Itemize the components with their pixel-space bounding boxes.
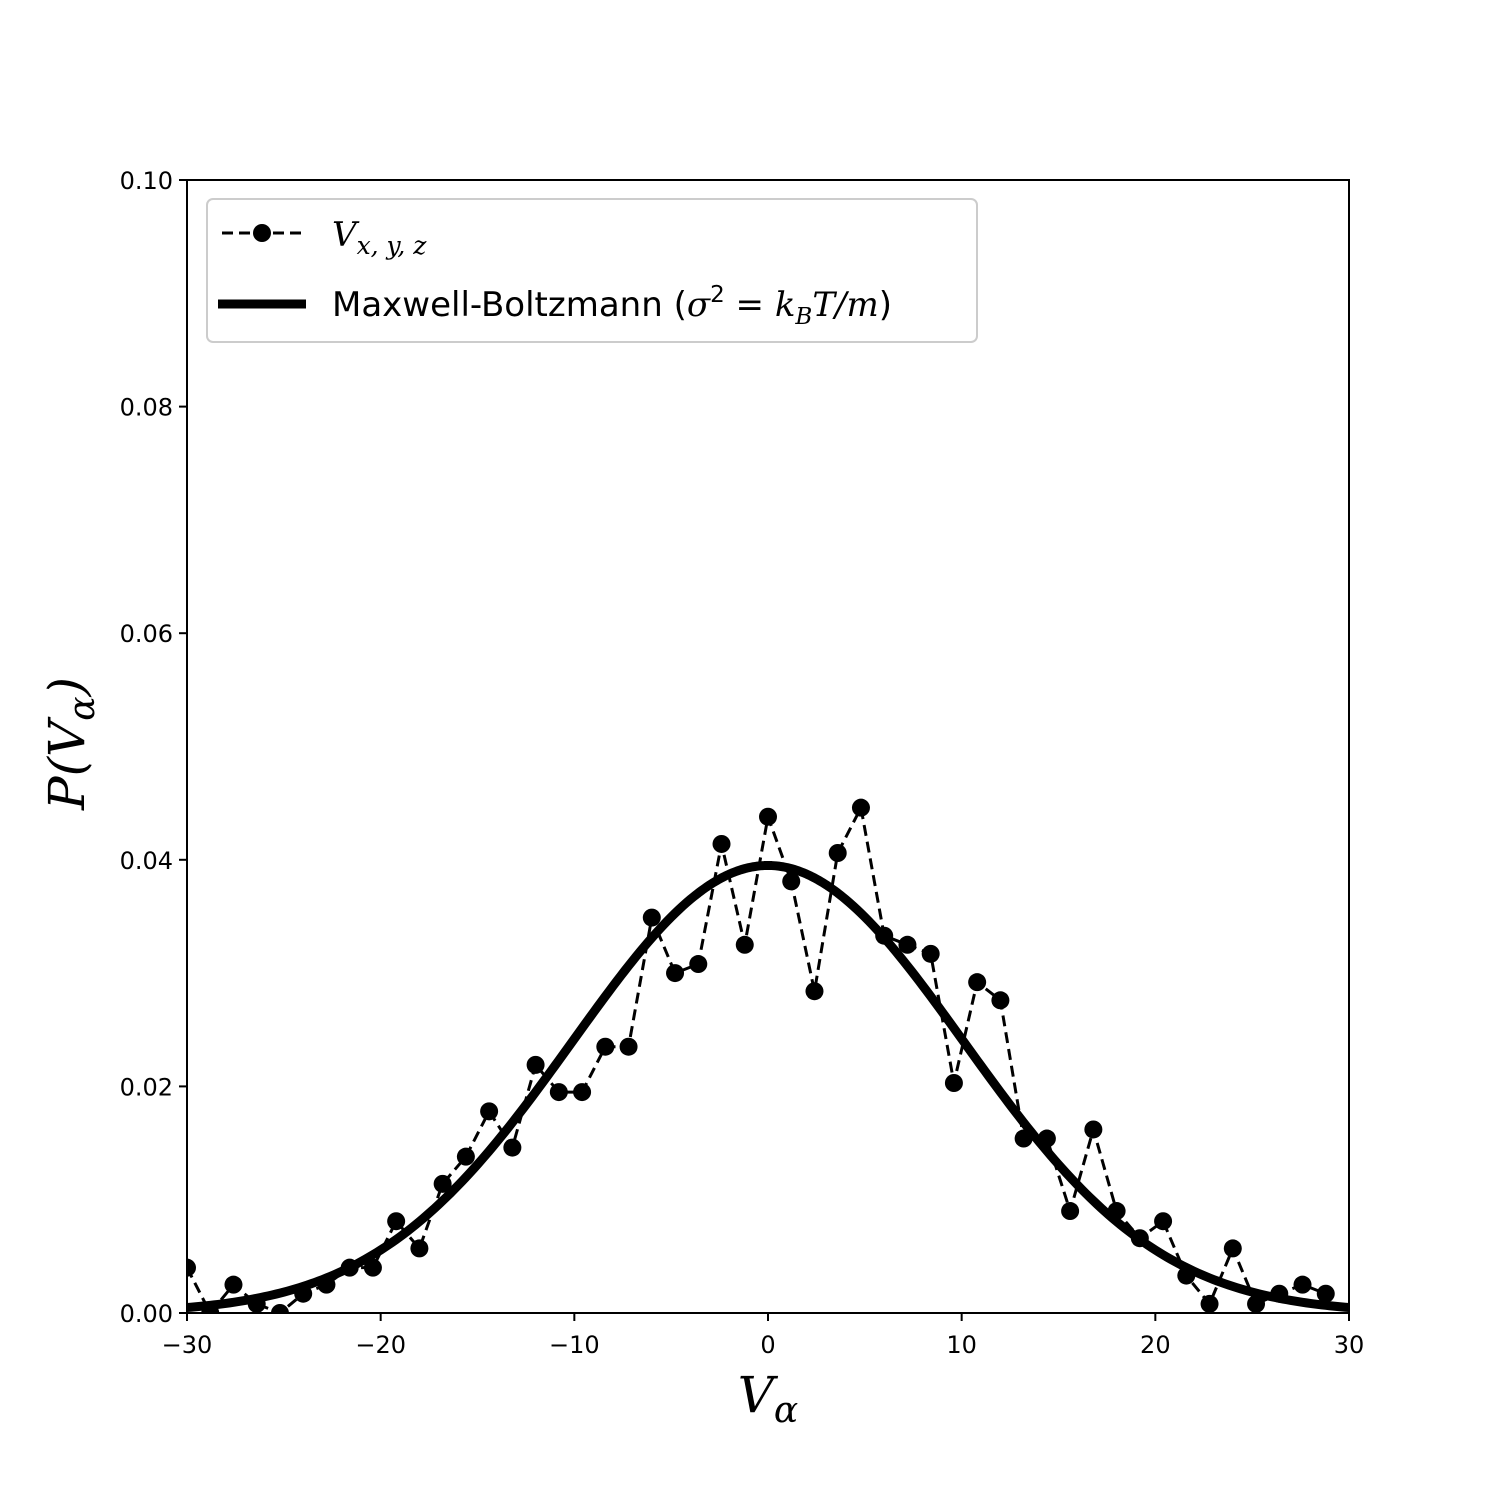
series-vxyz-point: [387, 1212, 406, 1231]
series-vxyz-point: [340, 1258, 359, 1277]
legend-label-fit-close: ): [879, 285, 892, 325]
series-vxyz-point: [317, 1275, 336, 1294]
series-vxyz-point: [1154, 1212, 1173, 1231]
series-vxyz-point: [968, 973, 987, 992]
series-vxyz-point: [549, 1083, 568, 1102]
series-vxyz-point: [689, 955, 708, 974]
y-tick-label: 0.10: [120, 167, 173, 195]
series-vxyz-point: [526, 1055, 545, 1074]
series-vxyz-point: [782, 872, 801, 891]
series-vxyz-point: [410, 1239, 429, 1258]
series-vxyz-point: [921, 944, 940, 963]
x-axis-label: Vα: [738, 1366, 798, 1431]
legend-label-fit-ksub: B: [794, 304, 812, 330]
series-vxyz-point: [503, 1138, 522, 1157]
x-tick-label: 30: [1334, 1331, 1365, 1359]
series-vxyz-point: [805, 982, 824, 1001]
series-vxyz-point: [596, 1037, 615, 1056]
series-vxyz-point: [1270, 1284, 1289, 1303]
legend-swatch-data-marker: [253, 224, 271, 242]
plot-area: [187, 798, 1349, 1313]
legend-label-fit-k: k: [775, 285, 796, 325]
series-vxyz-point: [1061, 1202, 1080, 1221]
series-vxyz-point: [294, 1284, 313, 1303]
x-axis-label-sub: α: [774, 1390, 798, 1431]
series-vxyz-point: [1014, 1129, 1033, 1148]
legend: Vx, y, z Maxwell-Boltzmann (σ2 = kBT/m): [206, 198, 978, 343]
series-vxyz-point: [1130, 1229, 1149, 1248]
x-axis-label-main: V: [738, 1366, 779, 1424]
x-tick-label: −10: [549, 1331, 600, 1359]
legend-label-fit: Maxwell-Boltzmann (σ2 = kBT/m): [332, 282, 892, 330]
y-tick-label: 0.08: [120, 394, 173, 422]
series-vxyz-point: [875, 926, 894, 945]
x-tick-label: −30: [162, 1331, 213, 1359]
y-axis-label-close: ): [38, 677, 96, 698]
x-tick-label: 0: [760, 1331, 775, 1359]
series-vxyz-point: [1084, 1120, 1103, 1139]
series-vxyz-point: [201, 1304, 220, 1313]
series-vxyz-point: [991, 991, 1010, 1010]
series-maxwell-boltzmann-line: [187, 860, 1349, 1313]
series-vxyz-point: [247, 1294, 266, 1313]
y-tick-label: 0.06: [120, 620, 173, 648]
y-axis-label-main: P(V: [38, 716, 96, 811]
series-vxyz-point: [1293, 1275, 1312, 1294]
series-vxyz-point: [224, 1275, 243, 1294]
series-vxyz-point: [1037, 1129, 1056, 1148]
legend-label-data: Vx, y, z: [332, 215, 427, 260]
legend-label-data-main: V: [332, 215, 360, 255]
y-tick-label: 0.02: [120, 1073, 173, 1101]
series-vxyz-point: [619, 1037, 638, 1056]
series-vxyz-point: [363, 1258, 382, 1277]
series-vxyz-point: [851, 798, 870, 817]
series-vxyz-point: [456, 1147, 475, 1166]
legend-label-data-sub: x, y, z: [357, 231, 428, 260]
y-axis-label-sub: α: [62, 696, 103, 720]
series-vxyz-point: [1200, 1294, 1219, 1313]
series-vxyz-point: [898, 935, 917, 954]
series-vxyz-point: [270, 1304, 289, 1313]
x-tick-label: −20: [355, 1331, 406, 1359]
legend-label-fit-sigma: σ: [687, 285, 711, 325]
series-vxyz-point: [642, 908, 661, 927]
series-vxyz-point: [480, 1102, 499, 1121]
y-axis-label: P(Vα): [38, 677, 103, 811]
series-vxyz-point: [1177, 1266, 1196, 1285]
series-vxyz-point: [187, 1258, 196, 1277]
legend-label-fit-rest: T/m: [812, 285, 878, 325]
x-tick-label: 10: [946, 1331, 977, 1359]
y-tick-label: 0.00: [120, 1300, 173, 1328]
axis-ticks: −30 −20 −10 0 10 20 30 0.00 0.02 0.04 0.06 0.08 0.10: [120, 167, 1365, 1359]
series-vxyz-point: [828, 844, 847, 863]
series-vxyz-point: [735, 935, 754, 954]
series-vxyz-point: [1223, 1239, 1242, 1258]
series-vxyz-point: [759, 807, 777, 826]
legend-label-fit-eq: =: [725, 285, 775, 325]
series-vxyz-point: [1247, 1294, 1266, 1313]
plot-series-group: [187, 798, 1349, 1313]
legend-label-fit-sup: 2: [710, 282, 725, 308]
series-vxyz-point: [433, 1174, 452, 1193]
legend-box: [206, 198, 978, 343]
legend-label-fit-main: Maxwell-Boltzmann (: [332, 285, 687, 325]
series-vxyz-point: [1316, 1284, 1335, 1303]
series-vxyz-point: [1107, 1202, 1126, 1221]
series-vxyz-point: [573, 1083, 592, 1102]
series-vxyz-point: [666, 964, 685, 983]
x-tick-label: 20: [1140, 1331, 1171, 1359]
y-tick-label: 0.04: [120, 847, 173, 875]
series-vxyz-point: [944, 1074, 963, 1093]
series-vxyz-point: [712, 834, 731, 853]
